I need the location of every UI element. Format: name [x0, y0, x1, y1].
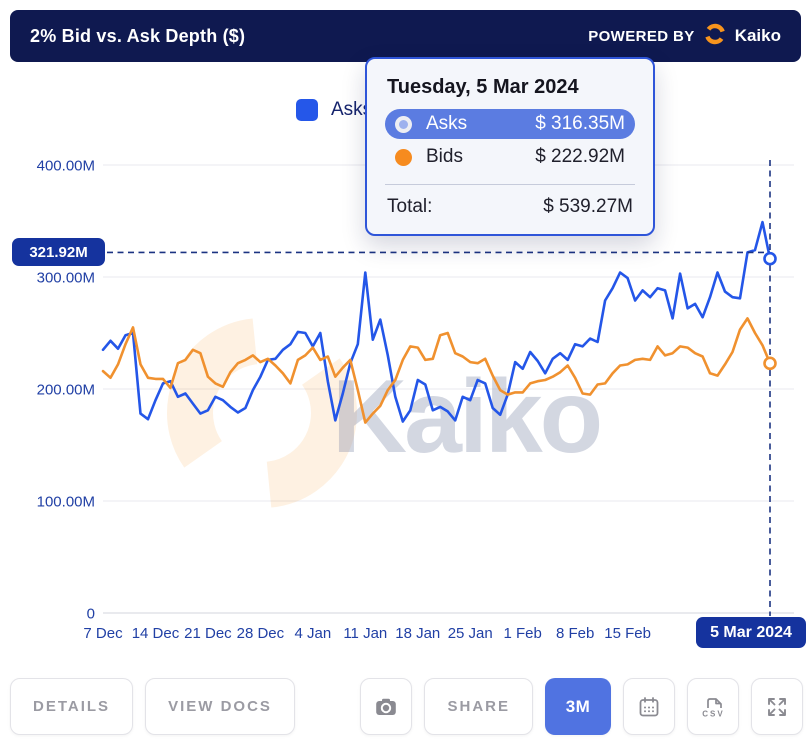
tooltip-bids-value: $ 222.92M — [535, 146, 625, 167]
asks-legend-label: Asks — [331, 99, 373, 120]
asks-legend-swatch — [296, 99, 318, 121]
page-title: 2% Bid vs. Ask Depth ($) — [30, 25, 246, 46]
svg-text:4 Jan: 4 Jan — [294, 625, 331, 642]
svg-text:14 Dec: 14 Dec — [132, 625, 180, 642]
kaiko-watermark-icon — [167, 318, 357, 508]
expand-icon — [765, 695, 789, 719]
tooltip-asks-label: Asks — [426, 113, 468, 134]
svg-text:400.00M: 400.00M — [37, 158, 95, 175]
asks-marker-icon — [395, 115, 412, 133]
kaiko-watermark: Kaiko — [167, 318, 603, 508]
view-docs-button[interactable]: VIEW DOCS — [145, 678, 295, 735]
tooltip-total-row: Total: $ 539.27M — [385, 196, 635, 218]
crosshair-y-badge: 321.92M — [12, 238, 105, 267]
date-range-button[interactable] — [623, 678, 675, 735]
share-button[interactable]: SHARE — [424, 678, 533, 735]
svg-text:CSV: CSV — [702, 709, 724, 718]
chart-grid: 0 100.00M 200.00M 300.00M 400.00M 7 Dec 14 Dec… — [37, 158, 794, 642]
powered-by-label: POWERED BY — [588, 27, 695, 45]
tooltip-row-bids: Bids $ 222.92M — [385, 142, 635, 172]
svg-text:300.00M: 300.00M — [37, 270, 95, 287]
details-button[interactable]: DETAILS — [10, 678, 134, 735]
tooltip-row-asks: Asks $ 316.35M — [385, 109, 635, 139]
crosshair-x-badge: 5 Mar 2024 — [696, 617, 806, 648]
range-3m-button[interactable]: 3M — [545, 678, 611, 735]
bottom-toolbar: DETAILS VIEW DOCS SHARE 3M — [10, 678, 803, 735]
brand-name: Kaiko — [734, 26, 781, 45]
chart-tooltip: Tuesday, 5 Mar 2024 Asks $ 316.35M Bids … — [365, 57, 655, 236]
tooltip-total-label: Total: — [387, 196, 433, 217]
chart-crosshair — [107, 160, 777, 616]
svg-text:7 Dec: 7 Dec — [83, 625, 123, 642]
legend-item-asks[interactable]: Asks — [296, 99, 372, 121]
watermark-text: Kaiko — [332, 359, 600, 475]
svg-text:100.00M: 100.00M — [37, 494, 95, 511]
chart-header: 2% Bid vs. Ask Depth ($) POWERED BY Kaik… — [10, 10, 801, 62]
fullscreen-button[interactable] — [751, 678, 803, 735]
svg-text:25 Jan: 25 Jan — [448, 625, 493, 642]
svg-text:0: 0 — [87, 606, 95, 623]
calendar-icon — [637, 695, 661, 719]
tooltip-bids-label: Bids — [426, 146, 463, 167]
csv-file-icon: CSV — [700, 694, 726, 720]
tooltip-date: Tuesday, 5 Mar 2024 — [387, 76, 579, 98]
chart-series-lines — [101, 220, 772, 424]
svg-text:15 Feb: 15 Feb — [604, 625, 651, 642]
svg-text:21 Dec: 21 Dec — [184, 625, 232, 642]
export-csv-button[interactable]: CSV — [687, 678, 739, 735]
svg-text:200.00M: 200.00M — [37, 382, 95, 399]
tooltip-asks-value: $ 316.35M — [535, 113, 625, 134]
svg-text:18 Jan: 18 Jan — [395, 625, 440, 642]
screenshot-button[interactable] — [360, 678, 413, 735]
powered-by-group: POWERED BY Kaiko — [588, 23, 781, 50]
tooltip-divider — [385, 184, 635, 185]
svg-text:8 Feb: 8 Feb — [556, 625, 594, 642]
tooltip-total-value: $ 539.27M — [543, 196, 633, 217]
svg-text:28 Dec: 28 Dec — [237, 625, 285, 642]
bids-marker-icon — [395, 148, 412, 166]
camera-icon — [374, 695, 398, 719]
svg-text:1 Feb: 1 Feb — [504, 625, 542, 642]
svg-text:11 Jan: 11 Jan — [343, 625, 387, 642]
kaiko-logo-icon — [704, 23, 726, 50]
